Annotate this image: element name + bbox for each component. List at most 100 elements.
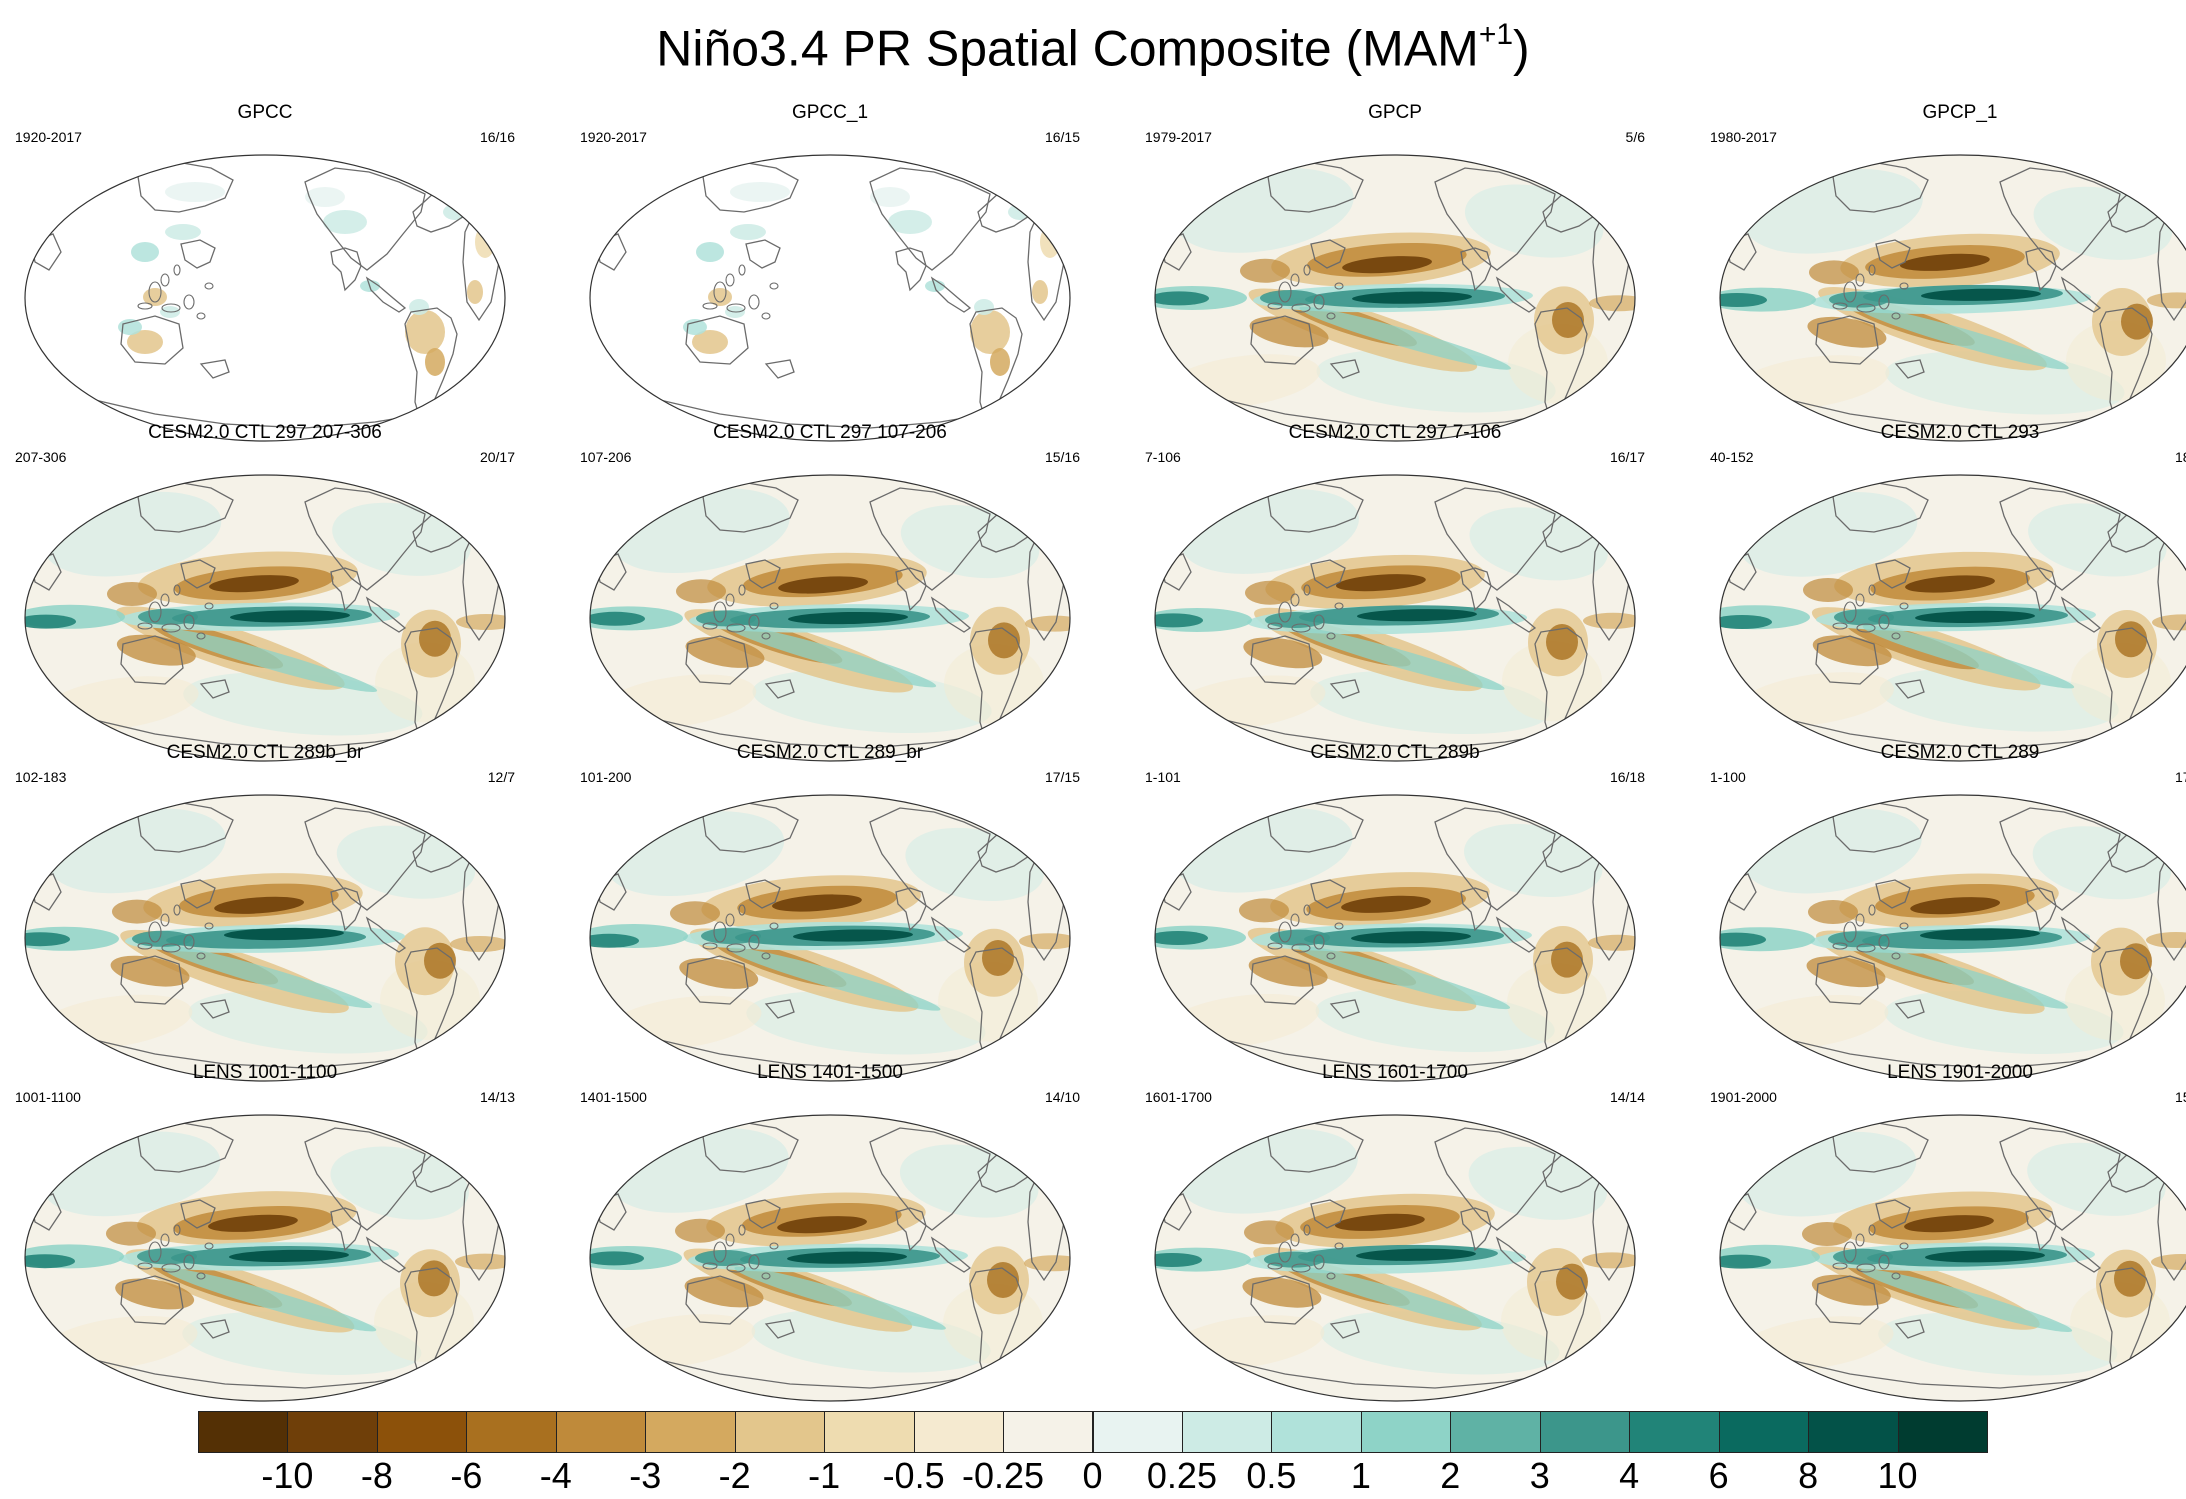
map-panel: LENS 1601-1700 1601-1700 14/14 <box>1135 1062 1655 1402</box>
map-panel: CESM2.0 CTL 289 1-100 17/17 <box>1700 742 2186 1082</box>
map-panel: CESM2.0 CTL 297 7-106 7-106 16/17 <box>1135 422 1655 762</box>
panel-title: GPCP_1 <box>1922 102 1998 123</box>
map-panel: CESM2.0 CTL 297 207-306 207-306 20/17 <box>5 422 525 762</box>
colorbar-tick-label: 10 <box>1877 1455 1918 1496</box>
colorbar-tick-label: 2 <box>1440 1455 1461 1496</box>
panel-title: CESM2.0 CTL 297 207-306 <box>148 422 382 443</box>
panel-title: CESM2.0 CTL 293 <box>1880 422 2040 443</box>
colorbar-tick-label: -6 <box>450 1455 483 1496</box>
panel-event-count: 16/16 <box>479 129 515 145</box>
panel-years: 1001-1100 <box>15 1089 81 1105</box>
map-panel: LENS 1901-2000 1901-2000 15/13 <box>1700 1062 2186 1402</box>
panel-years: 1920-2017 <box>580 129 647 145</box>
world-map <box>1154 1114 1636 1402</box>
world-map <box>24 794 506 1082</box>
panel-years: 1920-2017 <box>15 129 82 145</box>
figure-title: Niño3.4 PR Spatial Composite (MAM+1) <box>656 18 1530 77</box>
colorbar-tick-label: -1 <box>808 1455 841 1496</box>
panel-years: 1-101 <box>1145 769 1181 785</box>
colorbar-box <box>913 1411 1005 1453</box>
panel-event-count: 14/14 <box>1609 1089 1645 1105</box>
colorbar-box <box>1539 1411 1631 1453</box>
colorbar-tick-label: -0.25 <box>962 1455 1045 1496</box>
panel-event-count: 17/17 <box>2174 769 2186 785</box>
panel-title: LENS 1401-1500 <box>757 1062 903 1083</box>
panel-years: 107-206 <box>580 449 632 465</box>
panel-event-count: 12/7 <box>487 769 515 785</box>
panel-title: GPCC <box>237 102 293 123</box>
colorbar-box <box>1003 1411 1094 1453</box>
panel-event-count: 14/10 <box>1044 1089 1080 1105</box>
colorbar-tick-label: -4 <box>539 1455 572 1496</box>
panel-event-count: 16/17 <box>1609 449 1645 465</box>
colorbar-box <box>824 1411 915 1453</box>
panel-title: CESM2.0 CTL 297 107-206 <box>713 422 947 443</box>
map-panel: CESM2.0 CTL 293 40-152 18/12 <box>1700 422 2186 762</box>
colorbar-tick-label: -8 <box>360 1455 393 1496</box>
colorbar-tick-label: 4 <box>1619 1455 1640 1496</box>
panel-title: GPCP <box>1368 102 1422 123</box>
panel-title: CESM2.0 CTL 289b_br <box>166 742 364 763</box>
panel-years: 7-106 <box>1145 449 1181 465</box>
colorbar-tick-label: -10 <box>261 1455 314 1496</box>
colorbar-box <box>198 1411 289 1453</box>
colorbar-tick-label: 8 <box>1798 1455 1819 1496</box>
map-panel: CESM2.0 CTL 289b 1-101 16/18 <box>1135 742 1655 1082</box>
panel-title: CESM2.0 CTL 289_br <box>736 742 924 763</box>
colorbar-box <box>376 1411 468 1453</box>
panel-event-count: 15/13 <box>2174 1089 2186 1105</box>
colorbar-box <box>1718 1411 1810 1453</box>
colorbar-tick-label: 0.5 <box>1246 1455 1297 1496</box>
world-map <box>589 474 1071 762</box>
colorbar-tick-label: 6 <box>1708 1455 1729 1496</box>
colorbar-box <box>1092 1411 1183 1453</box>
panel-title: LENS 1901-2000 <box>1887 1062 2033 1083</box>
panel-title: LENS 1601-1700 <box>1322 1062 1468 1083</box>
map-panel: GPCP 1979-2017 5/6 <box>1135 102 1655 442</box>
panel-years: 102-183 <box>15 769 67 785</box>
panel-event-count: 15/16 <box>1044 449 1080 465</box>
panel-years: 40-152 <box>1710 449 1754 465</box>
panel-title: LENS 1001-1100 <box>192 1062 338 1083</box>
panel-event-count: 16/18 <box>1609 769 1645 785</box>
colorbar-tick-label: 3 <box>1529 1455 1550 1496</box>
panel-title: CESM2.0 CTL 289b <box>1310 742 1480 763</box>
panel-event-count: 14/13 <box>479 1089 515 1105</box>
panel-event-count: 20/17 <box>479 449 515 465</box>
map-panel: LENS 1401-1500 1401-1500 14/10 <box>570 1062 1090 1402</box>
panel-event-count: 17/15 <box>1044 769 1080 785</box>
colorbar-box <box>1450 1411 1541 1453</box>
colorbar-tick-label: 0.25 <box>1146 1455 1217 1496</box>
world-map <box>589 154 1071 442</box>
panel-title: CESM2.0 CTL 289 <box>1880 742 2040 763</box>
colorbar-tick-label: -3 <box>629 1455 662 1496</box>
map-panel: CESM2.0 CTL 289_br 101-200 17/15 <box>570 742 1090 1082</box>
panel-years: 1901-2000 <box>1710 1089 1777 1105</box>
world-map <box>1719 1114 2186 1402</box>
colorbar-box <box>1271 1411 1362 1453</box>
panel-years: 1980-2017 <box>1710 129 1777 145</box>
map-panel: GPCC_1 1920-2017 16/15 <box>570 102 1090 442</box>
colorbar <box>198 1411 1988 1455</box>
colorbar-box <box>555 1411 647 1453</box>
panel-event-count: 16/15 <box>1044 129 1080 145</box>
colorbar-box <box>1629 1411 1720 1453</box>
world-map <box>24 1114 506 1402</box>
colorbar-box <box>287 1411 378 1453</box>
panel-years: 101-200 <box>580 769 632 785</box>
world-map <box>1154 794 1636 1082</box>
world-map <box>24 154 506 442</box>
world-map <box>1719 474 2186 762</box>
panel-title: GPCC_1 <box>791 102 869 123</box>
panel-years: 1601-1700 <box>1145 1089 1212 1105</box>
world-map <box>24 474 506 762</box>
colorbar-box <box>1897 1411 1988 1453</box>
colorbar-tick-label: 0 <box>1082 1455 1103 1496</box>
colorbar-box <box>734 1411 826 1453</box>
panel-event-count: 18/12 <box>2174 449 2186 465</box>
map-panel: CESM2.0 CTL 297 107-206 107-206 15/16 <box>570 422 1090 762</box>
panel-event-count: 5/6 <box>1625 129 1645 145</box>
panel-years: 1979-2017 <box>1145 129 1212 145</box>
colorbar-box <box>1808 1411 1899 1453</box>
